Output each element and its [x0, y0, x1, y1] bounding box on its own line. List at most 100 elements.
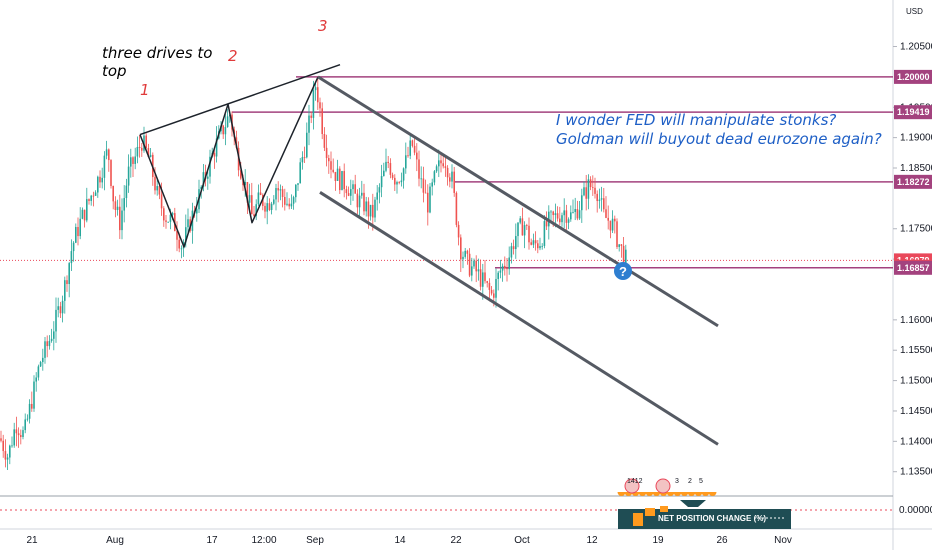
- candle-body: [413, 145, 416, 153]
- candle-body: [506, 268, 508, 270]
- candle-body: [213, 152, 216, 157]
- time-tick-label: 12:00: [251, 535, 276, 546]
- candle-body: [314, 87, 317, 91]
- candle-body: [94, 192, 97, 196]
- price-series: [0, 76, 627, 470]
- event-label-d: 5: [699, 478, 703, 485]
- candle-body: [541, 245, 543, 247]
- indicator-bar-1: [633, 513, 643, 526]
- candle-body: [493, 293, 495, 298]
- candle-body: [101, 177, 103, 183]
- candle-body: [543, 221, 546, 246]
- candle-body: [429, 186, 431, 213]
- candle-body: [350, 189, 352, 196]
- candle-body: [565, 210, 568, 223]
- price-axis[interactable]: USD 1.205001.195001.190001.185001.175001…: [893, 7, 932, 478]
- candle-body: [167, 221, 169, 223]
- indicator-arrow: [680, 500, 706, 507]
- candle-body: [341, 171, 343, 191]
- event-flag-icon-b[interactable]: [655, 478, 671, 494]
- candle-body: [528, 225, 530, 243]
- candle-body: [171, 213, 174, 215]
- question-marker[interactable]: ?: [614, 262, 632, 280]
- candle-body: [286, 203, 288, 205]
- candle-body: [328, 158, 330, 162]
- candle-body: [530, 242, 532, 245]
- question-marker-circle: [614, 262, 632, 280]
- candle-body: [433, 171, 436, 183]
- level-tag-label: 1.18272: [897, 177, 930, 187]
- candle-body: [277, 188, 279, 191]
- candle-body: [48, 340, 51, 347]
- candle-body: [297, 183, 299, 185]
- candle-body: [462, 256, 464, 260]
- candle-body: [165, 220, 167, 222]
- candle-body: [464, 250, 466, 257]
- candle-body: [64, 280, 66, 301]
- candle-body: [83, 209, 86, 221]
- candle-body: [290, 203, 293, 207]
- candle-body: [497, 272, 499, 279]
- event-scallop: [680, 491, 689, 496]
- candle-body: [28, 403, 31, 419]
- candle-body: [576, 209, 579, 219]
- candle-body: [61, 300, 64, 314]
- wave-label-2: 2: [228, 47, 238, 65]
- candle-body: [299, 162, 301, 184]
- candle-body: [284, 196, 286, 205]
- candle-body: [391, 174, 394, 178]
- candle-body: [356, 193, 359, 208]
- candle-body: [125, 185, 128, 199]
- price-tick-label: 1.14000: [900, 436, 932, 447]
- candle-body: [504, 265, 506, 269]
- candle-body: [325, 147, 328, 159]
- candle-body: [438, 160, 440, 167]
- candle-body: [149, 154, 152, 158]
- event-flag-icon-a[interactable]: [624, 478, 640, 494]
- candle-body: [295, 184, 297, 198]
- candle-body: [97, 176, 99, 193]
- candle-body: [110, 160, 112, 186]
- candle-body: [468, 253, 471, 276]
- candle-body: [119, 206, 121, 231]
- candle-body: [268, 203, 271, 210]
- candle-body: [523, 225, 526, 236]
- candle-body: [75, 226, 77, 243]
- candle-body: [180, 248, 183, 250]
- wave-label-3: 3: [318, 17, 328, 35]
- candle-body: [603, 198, 605, 210]
- candle-body: [20, 435, 22, 438]
- candle-body: [550, 211, 552, 213]
- candle-body: [578, 210, 581, 219]
- candle-body: [275, 188, 277, 200]
- candle-body: [112, 185, 114, 202]
- candle-body: [521, 218, 524, 236]
- candle-body: [539, 246, 541, 249]
- candle-body: [345, 189, 348, 194]
- candle-body: [24, 419, 26, 431]
- candle-body: [495, 278, 497, 298]
- candle-body: [479, 269, 482, 287]
- channel-upper: [317, 75, 719, 328]
- candle-body: [79, 218, 81, 237]
- event-label-b: 3: [675, 478, 679, 485]
- candle-body: [39, 362, 42, 367]
- event-scallop: [694, 491, 703, 496]
- candle-body: [534, 240, 537, 244]
- candle-body: [248, 195, 251, 203]
- candle-body: [55, 309, 57, 332]
- event-scallop: [617, 491, 626, 496]
- time-axis[interactable]: 21 Aug 17 12:00 Sep 14 22 Oct 12 19 26 Nov: [26, 535, 791, 546]
- candle-body: [336, 168, 339, 181]
- candle-body: [431, 182, 433, 187]
- candle-body: [0, 438, 2, 441]
- event-scallop: [666, 491, 675, 496]
- event-markers[interactable]: 1412 3 2 5: [617, 478, 717, 496]
- price-tick-label: 1.19000: [900, 133, 932, 144]
- candle-body: [156, 186, 158, 191]
- net-position-indicator[interactable]: NET POSITION CHANGE (%): [618, 500, 791, 529]
- candle-body: [37, 366, 40, 378]
- candle-body: [488, 282, 491, 290]
- candle-body: [563, 210, 565, 216]
